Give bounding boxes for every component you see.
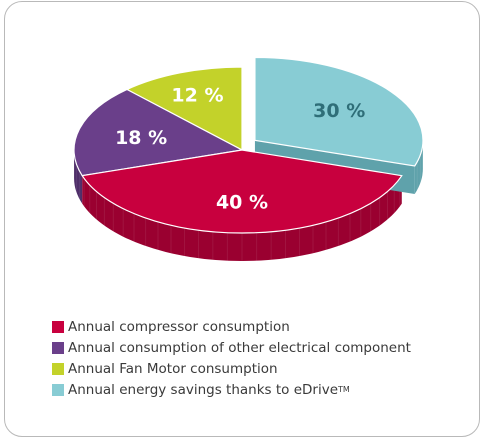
pie-slice-other-components	[73, 88, 244, 177]
legend-label-compressor: Annual compressor consumption	[68, 318, 290, 335]
legend-label-energy-savings: Annual energy savings thanks to eDrive	[68, 381, 339, 398]
chart-legend: Annual compressor consumption Annual con…	[52, 316, 411, 400]
pie-slice-energy-savings	[254, 56, 424, 167]
legend-swatch-other-components	[52, 341, 64, 354]
legend-item-compressor: Annual compressor consumption	[52, 316, 411, 337]
legend-item-energy-savings: Annual energy savings thanks to eDrive TM	[52, 379, 411, 400]
legend-label-other-components: Annual consumption of other electrical c…	[68, 339, 411, 356]
legend-swatch-energy-savings	[52, 383, 64, 396]
pie-label-other-components: 18 %	[115, 127, 167, 149]
pie-side-compressor	[82, 175, 402, 261]
pie-slice-fan-motor	[125, 66, 243, 151]
legend-label-fan-motor: Annual Fan Motor consumption	[68, 360, 278, 377]
pie-label-fan-motor: 12 %	[171, 84, 223, 106]
legend-swatch-fan-motor	[52, 362, 64, 375]
pie-slice-compressor	[81, 149, 403, 234]
legend-item-fan-motor: Annual Fan Motor consumption	[52, 358, 411, 379]
pie-label-energy-savings: 30 %	[313, 100, 365, 122]
legend-swatch-compressor	[52, 320, 64, 333]
pie-label-compressor: 40 %	[216, 191, 268, 213]
legend-item-other-components: Annual consumption of other electrical c…	[52, 337, 411, 358]
